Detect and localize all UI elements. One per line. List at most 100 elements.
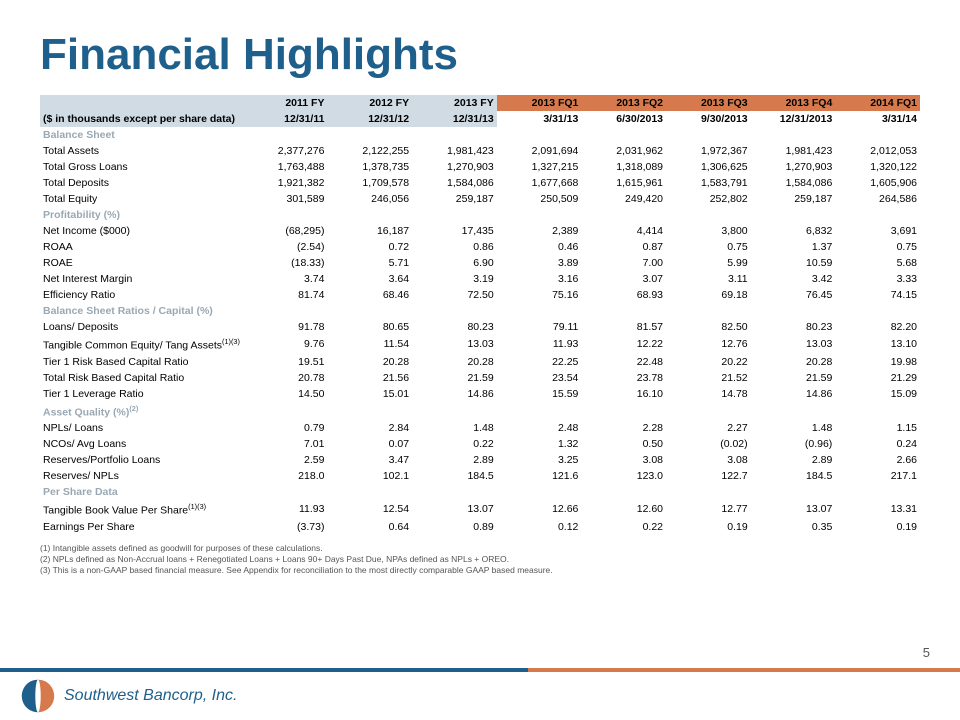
- cell: 1.15: [835, 420, 920, 436]
- row-label: Total Gross Loans: [40, 159, 243, 175]
- row-label: Net Income ($000): [40, 223, 243, 239]
- cell: 12.76: [666, 335, 751, 354]
- company-logo: Southwest Bancorp, Inc.: [20, 678, 237, 714]
- cell: 13.31: [835, 500, 920, 519]
- cell: 1,270,903: [412, 159, 497, 175]
- cell: (0.96): [751, 436, 836, 452]
- data-row: Total Gross Loans1,763,4881,378,7351,270…: [40, 159, 920, 175]
- data-row: NCOs/ Avg Loans7.010.070.221.320.50(0.02…: [40, 436, 920, 452]
- col-header: 2013 FQ2: [581, 95, 666, 111]
- row-label: Reserves/Portfolio Loans: [40, 452, 243, 468]
- row-label: Net Interest Margin: [40, 271, 243, 287]
- date-cell: 9/30/2013: [666, 111, 751, 127]
- cell: 13.03: [412, 335, 497, 354]
- data-row: Efficiency Ratio81.7468.4672.5075.1668.9…: [40, 287, 920, 303]
- cell: 13.03: [751, 335, 836, 354]
- cell: 80.65: [327, 319, 412, 335]
- data-row: Total Equity301,589246,056259,187250,509…: [40, 191, 920, 207]
- cell: 0.22: [581, 519, 666, 535]
- row-label: Earnings Per Share: [40, 519, 243, 535]
- cell: 14.78: [666, 386, 751, 402]
- cell: 5.99: [666, 255, 751, 271]
- row-label: ROAA: [40, 239, 243, 255]
- section-title: Balance Sheet Ratios / Capital (%): [40, 303, 920, 319]
- cell: 20.22: [666, 354, 751, 370]
- cell: 74.15: [835, 287, 920, 303]
- cell: 1,584,086: [751, 175, 836, 191]
- cell: 123.0: [581, 468, 666, 484]
- row-label: Loans/ Deposits: [40, 319, 243, 335]
- cell: 12.66: [497, 500, 582, 519]
- cell: 22.48: [581, 354, 666, 370]
- cell: 1,584,086: [412, 175, 497, 191]
- cell: 11.93: [243, 500, 328, 519]
- cell: 0.89: [412, 519, 497, 535]
- cell: 1,921,382: [243, 175, 328, 191]
- row-label: Tier 1 Leverage Ratio: [40, 386, 243, 402]
- cell: 21.56: [327, 370, 412, 386]
- table-body: Balance SheetTotal Assets2,377,2762,122,…: [40, 127, 920, 535]
- cell: 2,377,276: [243, 143, 328, 159]
- data-row: Tangible Book Value Per Share(1)(3)11.93…: [40, 500, 920, 519]
- cell: 1,327,215: [497, 159, 582, 175]
- cell: 1.37: [751, 239, 836, 255]
- cell: 81.57: [581, 319, 666, 335]
- cell: 218.0: [243, 468, 328, 484]
- row-label: Total Equity: [40, 191, 243, 207]
- cell: 3.16: [497, 271, 582, 287]
- cell: 1,709,578: [327, 175, 412, 191]
- cell: 16.10: [581, 386, 666, 402]
- cell: 2.89: [412, 452, 497, 468]
- header-row: 2011 FY2012 FY2013 FY2013 FQ12013 FQ2201…: [40, 95, 920, 111]
- cell: 17,435: [412, 223, 497, 239]
- cell: 3.47: [327, 452, 412, 468]
- section-title: Asset Quality (%)(2): [40, 402, 920, 421]
- section-row: Asset Quality (%)(2): [40, 402, 920, 421]
- page-number: 5: [923, 645, 930, 660]
- cell: 1,677,668: [497, 175, 582, 191]
- cell: 11.93: [497, 335, 582, 354]
- date-cell: 3/31/13: [497, 111, 582, 127]
- cell: 1.48: [412, 420, 497, 436]
- row-label: Total Risk Based Capital Ratio: [40, 370, 243, 386]
- cell: 16,187: [327, 223, 412, 239]
- col-header: 2011 FY: [243, 95, 328, 111]
- cell: 91.78: [243, 319, 328, 335]
- row-label: Reserves/ NPLs: [40, 468, 243, 484]
- cell: 2.84: [327, 420, 412, 436]
- cell: 2.48: [497, 420, 582, 436]
- data-row: Tangible Common Equity/ Tang Assets(1)(3…: [40, 335, 920, 354]
- cell: 184.5: [412, 468, 497, 484]
- section-row: Profitability (%): [40, 207, 920, 223]
- footnotes: (1) Intangible assets defined as goodwil…: [40, 543, 920, 576]
- cell: 1,981,423: [751, 143, 836, 159]
- data-row: Reserves/ NPLs218.0102.1184.5121.6123.01…: [40, 468, 920, 484]
- cell: 3.64: [327, 271, 412, 287]
- cell: 20.28: [751, 354, 836, 370]
- cell: 4,414: [581, 223, 666, 239]
- cell: 1,306,625: [666, 159, 751, 175]
- data-row: ROAA(2.54)0.720.860.460.870.751.370.75: [40, 239, 920, 255]
- cell: 0.07: [327, 436, 412, 452]
- data-row: ROAE(18.33)5.716.903.897.005.9910.595.68: [40, 255, 920, 271]
- cell: 0.35: [751, 519, 836, 535]
- date-cell: 12/31/13: [412, 111, 497, 127]
- cell: 1.48: [751, 420, 836, 436]
- cell: 0.75: [666, 239, 751, 255]
- cell: 22.25: [497, 354, 582, 370]
- data-row: Net Income ($000)(68,295)16,18717,4352,3…: [40, 223, 920, 239]
- logo-text: Southwest Bancorp, Inc.: [64, 687, 237, 705]
- cell: 3.89: [497, 255, 582, 271]
- section-row: Per Share Data: [40, 484, 920, 500]
- section-title: Profitability (%): [40, 207, 920, 223]
- cell: 301,589: [243, 191, 328, 207]
- data-row: Loans/ Deposits91.7880.6580.2379.1181.57…: [40, 319, 920, 335]
- cell: 12.60: [581, 500, 666, 519]
- cell: 23.54: [497, 370, 582, 386]
- cell: 3.42: [751, 271, 836, 287]
- cell: 259,187: [751, 191, 836, 207]
- cell: 68.46: [327, 287, 412, 303]
- col-header: 2013 FQ1: [497, 95, 582, 111]
- cell: 9.76: [243, 335, 328, 354]
- row-label: Tangible Book Value Per Share(1)(3): [40, 500, 243, 519]
